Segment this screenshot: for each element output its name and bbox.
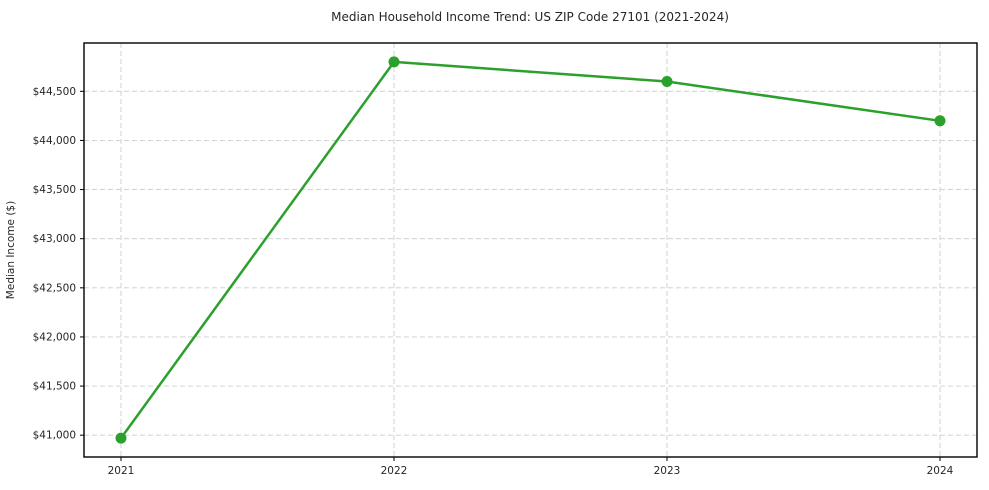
axes-layer: $41,000 $41,500 $42,000 $42,500 $43,000 $43,5…	[33, 42, 978, 477]
y-tick-label: $44,000	[33, 135, 76, 147]
x-tick-label: 2022	[381, 465, 408, 477]
y-tick-label: $44,500	[33, 86, 76, 98]
x-tick-label: 2024	[927, 465, 954, 477]
series-layer	[115, 56, 946, 444]
data-point-2024	[934, 115, 946, 127]
data-point-2022	[388, 56, 400, 68]
y-tick-label: $42,500	[33, 282, 76, 294]
income-trend-line	[119, 60, 942, 440]
y-tick-label: $43,000	[33, 233, 76, 245]
y-tick-label: $41,000	[33, 430, 76, 442]
y-tick-label: $41,500	[33, 381, 76, 393]
chart-title: Median Household Income Trend: US ZIP Co…	[331, 10, 729, 24]
x-tick-label: 2023	[654, 465, 681, 477]
y-tick-label: $42,000	[33, 331, 76, 343]
plot-border	[83, 42, 978, 458]
x-tick-label: 2021	[108, 465, 135, 477]
y-tick-label: $43,500	[33, 184, 76, 196]
data-point-2023	[661, 76, 673, 88]
y-axis-label: Median Income ($)	[5, 201, 17, 299]
data-point-2021	[115, 432, 127, 444]
gridlines	[84, 43, 977, 457]
